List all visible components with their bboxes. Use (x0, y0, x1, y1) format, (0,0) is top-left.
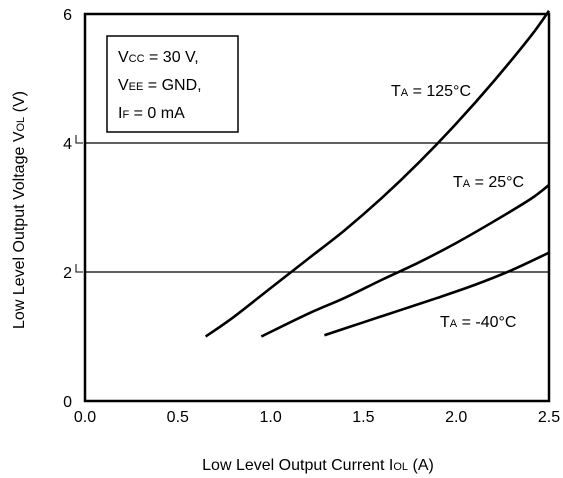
y-axis-title: Low Level Output Voltage VOL (V) (11, 91, 28, 329)
gridlines (85, 142, 549, 273)
x-axis-title: Low Level Output Current IOL (A) (202, 457, 434, 474)
series-label-25c: TA = 25°C (453, 174, 524, 191)
condition-vee: VEE = GND, (118, 77, 202, 94)
series-label-125c: TA = 125°C (391, 83, 471, 100)
x-tick-label: 1.5 (352, 409, 374, 426)
y-tick-label: 0 (63, 394, 72, 411)
conditions-box: VCC = 30 V, VEE = GND, IF = 0 mA (106, 35, 239, 133)
series-label-minus40c: TA = -40°C (440, 314, 516, 331)
y-tick-label: 2 (63, 265, 72, 282)
y-tick-label: 4 (63, 136, 72, 153)
x-tick-label: 0.5 (167, 409, 189, 426)
x-axis-ticks: 0.0 0.5 1.0 1.5 2.0 2.5 (74, 409, 560, 426)
condition-if: IF = 0 mA (118, 105, 185, 122)
series-line-0 (204, 10, 551, 338)
x-tick-label: 2.0 (445, 409, 467, 426)
y-tick-mark (75, 264, 83, 273)
series-layer (204, 10, 551, 338)
series-line-1 (260, 183, 550, 338)
x-tick-label: 0.0 (74, 409, 96, 426)
condition-vcc: VCC = 30 V, (118, 49, 199, 66)
plot-frame (83, 12, 551, 403)
y-tick-mark (75, 135, 83, 144)
x-tick-label: 1.0 (259, 409, 281, 426)
y-tick-label: 6 (63, 7, 72, 24)
series-line-2 (324, 251, 550, 337)
y-axis-ticks: 0 2 4 6 (63, 7, 83, 411)
x-tick-label: 2.5 (538, 409, 560, 426)
